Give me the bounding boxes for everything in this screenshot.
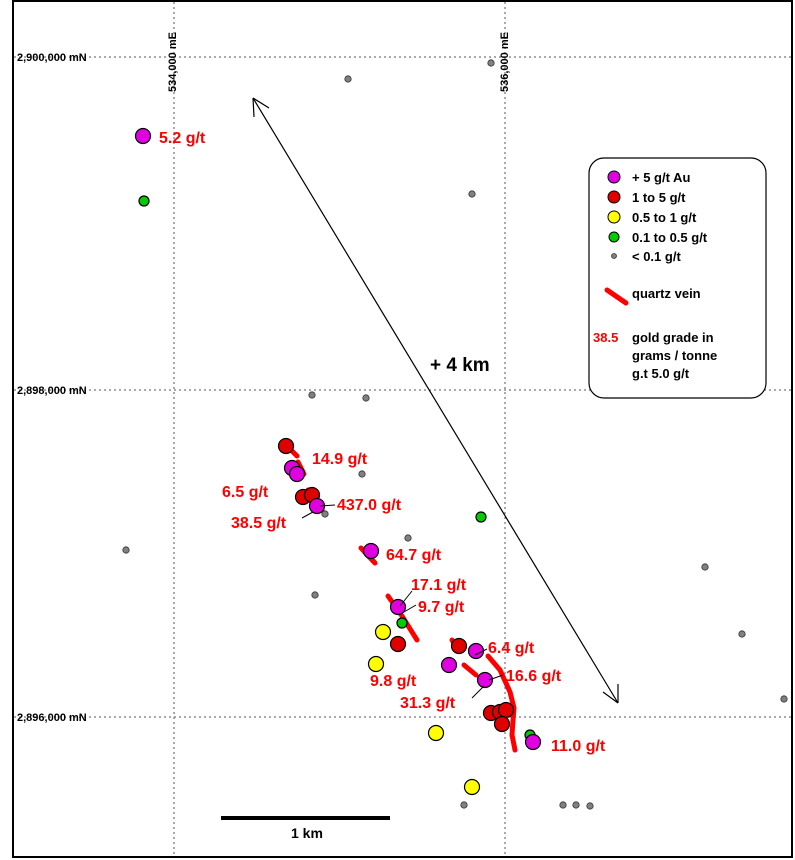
sample-point [122,546,130,554]
legend-symbol-yellow [607,210,621,224]
sample-point [475,511,487,523]
sample-point [493,715,511,733]
legend-symbol-vein [604,287,629,306]
grade-label: 11.0 g/t [551,738,606,755]
sample-point [440,656,458,674]
northing-label-2896000: 2,896,000 mN [17,712,87,724]
legend-label: quartz vein [632,286,701,301]
sample-point [497,701,515,719]
distance-arrow [252,97,619,704]
sample-point [463,778,481,796]
sample-point [487,59,495,67]
grade-label: 31.3 g/t [400,695,456,712]
sample-point [367,655,385,673]
leader-line [399,590,413,607]
legend-label: 1 to 5 g/t [632,190,686,205]
northing-label-2900000: 2,900,000 mN [17,52,87,64]
legend-label: 0.1 to 0.5 g/t [632,230,708,245]
grade-label: 9.8 g/t [370,673,417,690]
sample-point [476,671,494,689]
sample-point [344,75,352,83]
easting-label-534000: 534,000 mE [167,32,179,92]
sample-point [134,127,152,145]
sample-point [277,437,295,455]
sample-point [780,695,788,703]
legend: + 5 g/t Au 1 to 5 g/t 0.5 to 1 g/t 0.1 t… [588,157,767,399]
map-frame [12,0,793,858]
northing-label-2898000: 2,898,000 mN [17,385,87,397]
sample-point [586,802,594,810]
scale-bar-label: 1 km [291,825,323,841]
legend-symbol-grey [611,253,617,259]
legend-symbol-green [608,231,620,243]
legend-example-value: 38.5 [593,330,618,345]
legend-box [588,157,767,399]
grade-label: 38.5 g/t [231,515,287,532]
sample-point [404,534,412,542]
sample-point [321,510,329,518]
sample-point [288,465,306,483]
arrow-shaft [252,97,619,704]
sample-point [701,563,709,571]
sample-point [460,801,468,809]
sample-point [358,470,366,478]
sample-point [467,642,485,660]
grade-label: 16.6 g/t [506,668,562,685]
legend-grade-text: g.t 5.0 g/t [632,366,690,381]
sample-point [138,195,150,207]
sample-point [311,591,319,599]
distance-label: + 4 km [430,355,490,376]
sample-point [308,391,316,399]
legend-grade-text: gold grade in [632,330,714,345]
sample-points [122,59,788,810]
legend-symbol-magenta [607,170,621,184]
arrow-head-top [252,97,270,118]
sample-point [427,724,445,742]
sample-point [468,190,476,198]
grade-label: 437.0 g/t [337,497,402,514]
leader-line [474,648,488,656]
legend-label: < 0.1 g/t [632,249,681,264]
grade-label: 6.5 g/t [222,484,269,501]
grade-label: 6.4 g/t [488,640,535,657]
sample-point [374,623,392,641]
legend-label: + 5 g/t Au [632,170,690,185]
quartz-vein [461,662,479,678]
sample-point [362,542,380,560]
leader-line [471,685,485,699]
leader-line [319,504,336,507]
sample-point [450,637,468,655]
legend-grade-text: grams / tonne [632,348,717,363]
sample-point [362,394,370,402]
legend-symbol-red [607,190,621,204]
grade-label: 17.1 g/t [411,577,467,594]
sample-point [572,801,580,809]
grade-label: 5.2 g/t [159,130,206,147]
grade-label: 14.9 g/t [312,451,368,468]
sample-point [738,630,746,638]
sample-point [559,801,567,809]
sample-point [389,635,407,653]
leader-line [403,604,417,613]
grade-label: 64.7 g/t [386,547,442,564]
grade-label: 9.7 g/t [418,599,465,616]
legend-label: 0.5 to 1 g/t [632,210,697,225]
sample-point [524,733,542,751]
leader-line [301,511,314,519]
sample-point [396,617,408,629]
arrow-head-bottom [602,684,619,704]
leader-line [488,674,504,681]
leader-lines [301,504,504,699]
quartz-vein [485,653,518,753]
easting-label-536000: 536,000 mE [499,32,511,92]
